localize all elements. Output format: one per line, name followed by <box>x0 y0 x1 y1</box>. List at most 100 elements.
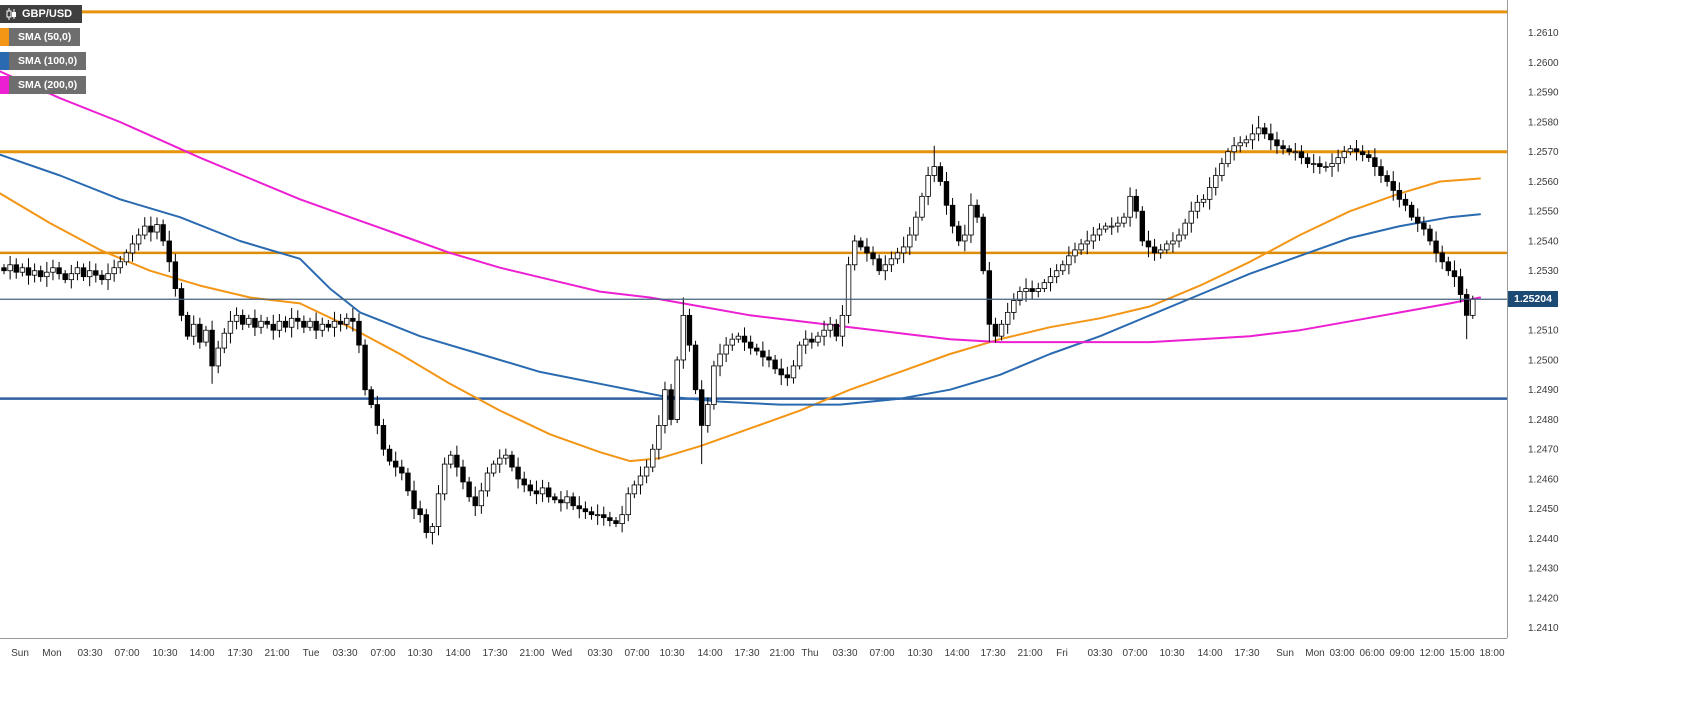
candle-body <box>1359 151 1366 156</box>
price-tick-label: 1.2580 <box>1528 117 1559 128</box>
candle-body <box>1004 311 1011 325</box>
time-tick-label: 18:00 <box>1479 648 1504 659</box>
time-tick-label: 03:30 <box>832 648 857 659</box>
candle-body <box>1225 151 1231 165</box>
candle-body <box>1017 291 1023 301</box>
legend-item-sma100[interactable]: SMA (100,0) <box>0 52 87 70</box>
candle-body <box>350 317 356 322</box>
legend-item-sma200[interactable]: SMA (200,0) <box>0 76 87 94</box>
time-tick-label: 06:00 <box>1359 648 1384 659</box>
candle-body <box>441 463 448 495</box>
price-tick-label: 1.2440 <box>1528 534 1559 545</box>
sma100-color-chip <box>0 52 9 70</box>
candle-body <box>1298 151 1305 159</box>
candle-body <box>1445 261 1452 272</box>
candle-body <box>619 514 625 524</box>
candle-body <box>246 317 252 325</box>
time-tick-label: Tue <box>303 648 320 659</box>
sma50-label: SMA (50,0) <box>9 28 81 46</box>
candle-body <box>607 517 613 522</box>
symbol-label: GBP/USD <box>22 8 73 20</box>
candle-body <box>888 258 895 266</box>
candle-body <box>545 487 552 498</box>
candle-body <box>1378 166 1384 176</box>
price-axis[interactable] <box>1507 0 1707 638</box>
candle-body <box>521 478 527 486</box>
candle-body <box>1237 142 1243 147</box>
candle-body <box>503 454 509 459</box>
last-price-badge: 1.25204 <box>1508 291 1558 308</box>
candle-body <box>38 270 44 278</box>
candle-body <box>252 317 258 328</box>
candle-body <box>931 166 937 176</box>
candle-body <box>588 511 595 516</box>
time-tick-label: 17:30 <box>980 648 1005 659</box>
candle-body <box>1231 145 1237 153</box>
candle-body <box>197 323 203 343</box>
time-tick-label: 03:00 <box>1329 648 1354 659</box>
candle-body <box>858 240 864 248</box>
candle-body <box>454 454 460 468</box>
candle-body <box>962 234 968 242</box>
candle-body <box>1310 163 1317 166</box>
symbol-badge[interactable]: GBP/USD <box>0 5 83 23</box>
candle-body <box>1023 288 1029 292</box>
sma50-color-chip <box>0 28 9 46</box>
time-axis[interactable] <box>0 638 1507 712</box>
candle-body <box>613 520 619 524</box>
candle-body <box>1145 240 1152 248</box>
candle-body <box>1335 157 1341 165</box>
candle-body <box>1072 249 1078 257</box>
time-tick-label: 17:30 <box>227 648 252 659</box>
candle-body <box>258 320 264 328</box>
candle-body <box>142 225 148 236</box>
candle-body <box>809 338 815 343</box>
candle-body <box>723 344 729 355</box>
candle-body <box>974 204 980 218</box>
candle-body <box>515 466 521 480</box>
candle-body <box>1133 195 1139 212</box>
price-tick-label: 1.2570 <box>1528 147 1559 158</box>
price-tick-label: 1.2500 <box>1528 355 1559 366</box>
candle-body <box>62 273 68 281</box>
candle-body <box>1096 228 1103 236</box>
candle-body <box>527 484 534 492</box>
candle-body <box>625 493 631 516</box>
time-tick-label: 03:30 <box>587 648 612 659</box>
legend-item-sma50[interactable]: SMA (50,0) <box>0 28 81 46</box>
candle-body <box>123 252 130 263</box>
candle-body <box>1341 151 1347 159</box>
candle-body <box>803 338 809 346</box>
candle-body <box>680 314 687 361</box>
candle-body <box>276 320 283 331</box>
candle-body <box>631 484 638 495</box>
candle-body <box>1066 255 1072 266</box>
time-tick-label: 14:00 <box>944 648 969 659</box>
price-tick-label: 1.2610 <box>1528 28 1559 39</box>
candle-body <box>1078 243 1084 251</box>
price-tick-label: 1.2480 <box>1528 415 1559 426</box>
candle-body <box>686 314 693 346</box>
candle-body <box>25 267 32 276</box>
candle-body <box>576 505 582 510</box>
time-tick-label: 21:00 <box>1017 648 1042 659</box>
time-tick-label: 17:30 <box>1234 648 1259 659</box>
candle-body <box>1029 288 1035 292</box>
candle-body <box>705 404 711 426</box>
candle-body <box>956 225 962 242</box>
candle-body <box>227 320 234 334</box>
candle-body <box>1402 198 1409 206</box>
candle-body <box>1188 210 1194 224</box>
candle-body <box>1274 139 1280 147</box>
time-tick-label: Fri <box>1056 648 1068 659</box>
price-tick-label: 1.2560 <box>1528 177 1559 188</box>
time-tick-label: 07:00 <box>624 648 649 659</box>
candle-body <box>448 454 454 465</box>
candle-body <box>166 240 172 263</box>
candle-body <box>105 273 111 281</box>
time-tick-label: 21:00 <box>519 648 544 659</box>
time-tick-label: Sun <box>1276 648 1294 659</box>
candle-body <box>209 329 215 367</box>
candle-body <box>943 181 950 206</box>
